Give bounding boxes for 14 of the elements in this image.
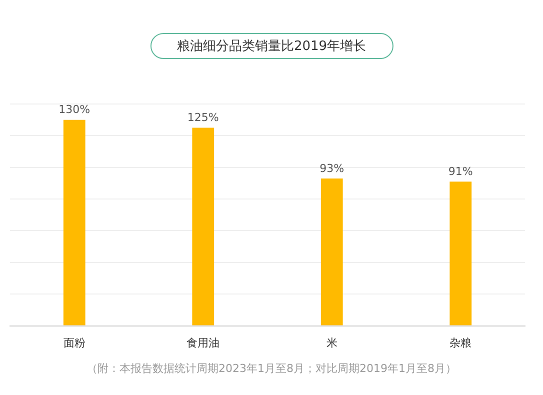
x-tick-label: 食用油 [186, 336, 220, 350]
data-label: 130% [58, 103, 90, 116]
data-label: 93% [320, 162, 344, 175]
data-label: 125% [187, 111, 219, 124]
bar [63, 120, 86, 326]
bar [192, 128, 214, 326]
x-tick-label: 面粉 [63, 337, 86, 350]
data-label: 91% [448, 164, 473, 178]
text: （附：本报告数据统计周期2023年1月至8月；对比周期2019年1月至8月） [86, 361, 458, 376]
chart-title: 粮油细分品类销量比2019年增长 [150, 33, 394, 59]
bar [450, 182, 472, 326]
x-tick-label: 杂粮 [450, 336, 472, 350]
bar [320, 178, 343, 326]
x-tick-label: 米 [326, 336, 338, 350]
